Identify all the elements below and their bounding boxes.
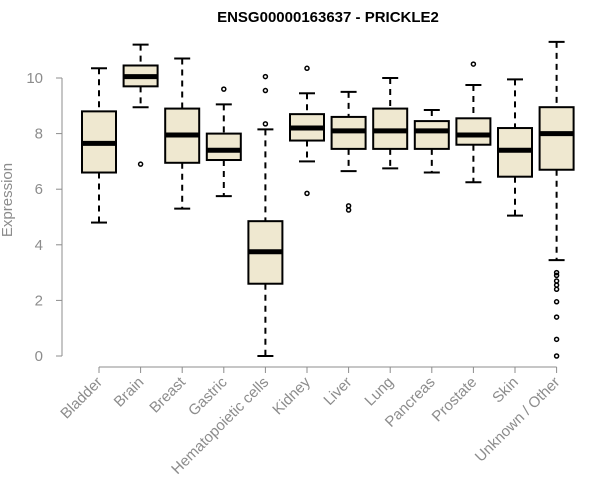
outlier-point — [553, 269, 560, 276]
x-tick-label: Brain — [111, 374, 148, 411]
box-brain — [122, 43, 159, 167]
outlier-point — [553, 353, 560, 359]
x-tick-label: Lung — [361, 374, 397, 410]
box-pancreas — [413, 108, 450, 174]
outlier-point — [262, 121, 269, 127]
y-axis: 0 2 4 6 8 10 — [26, 70, 63, 365]
outlier-point — [553, 336, 560, 343]
y-tick-label: 2 — [35, 292, 43, 309]
outlier-point — [553, 272, 560, 279]
x-tick-label: Kidney — [269, 373, 314, 418]
outlier-point — [345, 203, 352, 209]
box-iqr — [455, 117, 492, 146]
y-axis-label: Expression — [0, 163, 16, 237]
outlier-point — [553, 299, 560, 305]
box-breast — [164, 57, 201, 210]
y-tick-label: 0 — [35, 348, 43, 365]
outlier-point — [553, 282, 560, 288]
box-iqr — [413, 120, 450, 150]
box-liver — [330, 90, 367, 213]
x-tick-label: Bladder — [57, 374, 106, 423]
boxes-layer — [81, 40, 575, 359]
outlier-point — [221, 86, 227, 92]
outlier-point — [553, 314, 560, 320]
y-tick-label: 6 — [35, 181, 43, 198]
box-hematopoietic-cells — [247, 73, 284, 357]
outlier-point — [470, 61, 477, 67]
outlier-point — [553, 286, 560, 293]
box-skin — [497, 78, 533, 217]
outlier-point — [304, 190, 310, 197]
y-tick-label: 10 — [26, 70, 43, 87]
box-iqr — [538, 106, 575, 171]
x-tick-label: Liver — [320, 374, 355, 409]
outlier-point — [304, 65, 310, 72]
y-tick-label: 8 — [35, 126, 43, 143]
outlier-point — [262, 87, 269, 94]
box-unknown-other — [538, 40, 575, 359]
outlier-point — [345, 207, 352, 213]
x-tick-label: Skin — [489, 374, 522, 407]
outlier-point — [137, 161, 144, 167]
outlier-point — [262, 73, 269, 80]
box-gastric — [205, 86, 242, 198]
x-tick-label: Prostate — [429, 374, 481, 426]
box-iqr — [205, 132, 242, 162]
box-lung — [372, 77, 409, 170]
outlier-point — [553, 278, 560, 284]
chart-title: ENSG00000163637 - PRICKLE2 — [217, 9, 439, 26]
box-bladder — [81, 67, 117, 224]
box-prostate — [455, 61, 492, 184]
x-tick-label: Breast — [146, 373, 189, 416]
box-kidney — [289, 65, 325, 197]
y-tick-label: 4 — [35, 237, 43, 254]
